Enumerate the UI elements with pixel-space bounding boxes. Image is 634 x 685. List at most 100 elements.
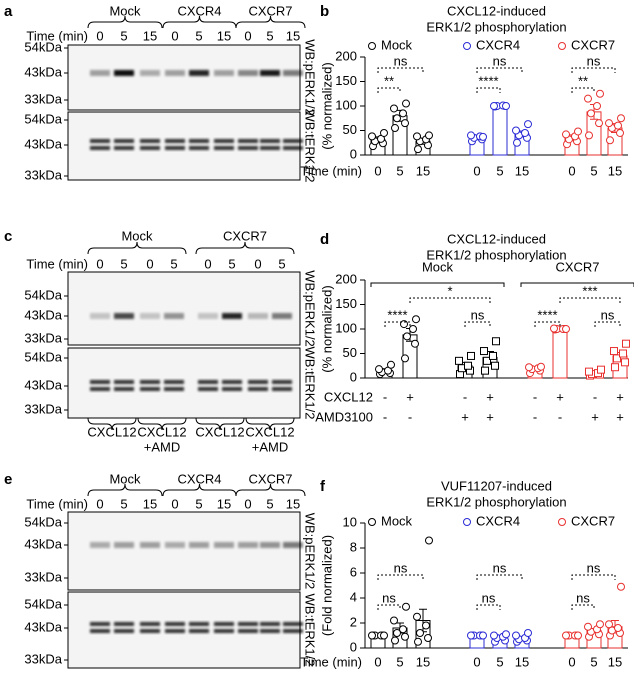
data-point — [414, 637, 422, 646]
data-point — [596, 620, 604, 629]
group-brace — [162, 15, 237, 29]
data-point — [416, 629, 424, 637]
lane-label: 15 — [143, 496, 157, 511]
data-point — [403, 332, 411, 341]
lane-label: 5 — [266, 28, 273, 43]
y-tick-label: 200 — [335, 271, 357, 286]
lane-label: 15 — [217, 28, 231, 43]
time-label: Time (min) — [26, 28, 88, 43]
factor-level: - — [383, 389, 387, 404]
lane-label: 15 — [286, 28, 300, 43]
data-point — [390, 616, 398, 625]
significance-label: ns — [601, 307, 615, 322]
significance-label: **** — [537, 307, 557, 322]
treatment-label: CXCL12 — [245, 424, 294, 439]
legend-label: CXCR7 — [571, 37, 615, 52]
significance-bracket — [384, 321, 411, 327]
data-point — [401, 354, 409, 363]
strip-label: WB:tERK1/2 — [303, 594, 318, 667]
x-tick-label: 15 — [608, 163, 622, 178]
band — [260, 146, 280, 150]
x-tick-label: 5 — [590, 654, 597, 669]
band — [140, 380, 160, 384]
band — [140, 622, 160, 626]
lane-label: 15 — [286, 496, 300, 511]
band — [283, 146, 303, 150]
data-point — [490, 631, 498, 640]
band — [283, 622, 303, 626]
data-point — [481, 366, 489, 375]
data-point — [490, 102, 498, 110]
lane-label: 5 — [278, 256, 285, 271]
band — [238, 70, 258, 76]
data-point — [393, 629, 401, 637]
data-point — [390, 104, 398, 113]
band — [238, 542, 258, 548]
lane-label: 5 — [120, 28, 127, 43]
data-point — [574, 631, 582, 640]
band — [283, 70, 303, 76]
group-brace — [162, 483, 237, 497]
treatment-brace — [195, 417, 245, 431]
panel-letter: a — [4, 3, 13, 20]
lane-label: 5 — [170, 256, 177, 271]
significance-bracket — [476, 87, 501, 93]
band — [90, 387, 110, 391]
band — [114, 139, 134, 143]
data-point — [617, 114, 625, 123]
band — [189, 542, 209, 548]
band — [198, 380, 218, 384]
lane-label: 0 — [244, 28, 251, 43]
group-label: CXCR4 — [177, 471, 221, 486]
factor-level: + — [556, 389, 564, 404]
band — [248, 387, 268, 391]
data-point — [585, 131, 593, 140]
lane-label: 0 — [96, 28, 103, 43]
band — [260, 622, 280, 626]
band — [214, 622, 234, 626]
data-point — [562, 325, 570, 333]
data-point — [524, 120, 532, 129]
data-point — [593, 102, 601, 110]
data-point — [614, 121, 622, 130]
band — [165, 629, 185, 633]
data-point — [622, 339, 630, 348]
lane-label: 0 — [204, 256, 211, 271]
lane-label: 0 — [171, 28, 178, 43]
band — [214, 139, 234, 143]
band — [140, 70, 160, 76]
marker-label: 54kDa — [24, 349, 62, 364]
band — [90, 542, 110, 548]
strip-label: WB:pERK1/2 — [303, 513, 318, 590]
group-label: CXCR7 — [248, 3, 292, 18]
marker-label: 54kDa — [24, 287, 62, 302]
band — [214, 629, 234, 633]
significance-bracket — [476, 604, 501, 610]
band — [90, 146, 110, 150]
panel-letter: c — [4, 228, 12, 245]
treatment-brace — [245, 417, 295, 431]
factor-name: AMD3100 — [315, 409, 373, 424]
band — [140, 629, 160, 633]
panel-letter: f — [320, 478, 326, 495]
x-tick-label: 0 — [473, 654, 480, 669]
significance-bracket — [464, 321, 491, 327]
lane-label: 5 — [228, 256, 235, 271]
treatment-label: CXCL12 — [87, 424, 136, 439]
band — [189, 622, 209, 626]
y-tick-label: 50 — [343, 122, 357, 137]
significance-label: ns — [493, 53, 507, 68]
data-point — [399, 109, 407, 118]
data-point — [424, 634, 432, 642]
data-point — [525, 363, 533, 372]
band — [114, 542, 134, 548]
band — [114, 313, 134, 319]
data-point — [521, 128, 529, 137]
factor-level: - — [533, 389, 537, 404]
chart-title: CXCL12-induced — [447, 231, 546, 246]
lane-label: 0 — [171, 496, 178, 511]
data-point — [621, 358, 629, 367]
data-point — [585, 367, 593, 376]
significance-label: **** — [478, 73, 498, 88]
band — [165, 542, 185, 548]
